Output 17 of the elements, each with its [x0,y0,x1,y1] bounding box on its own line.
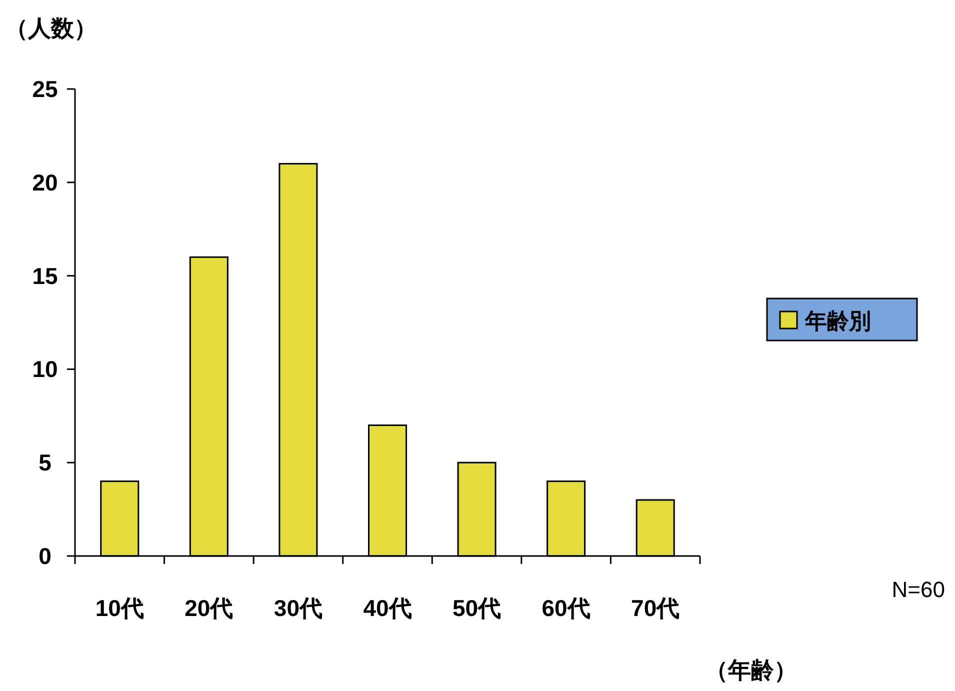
x-tick-label: 30代 [274,595,323,621]
x-tick-label: 50代 [452,595,502,621]
y-tick-label: 15 [32,262,58,289]
y-tick-label: 0 [38,543,52,569]
x-tick-label: 70代 [631,595,680,621]
text: N=60 [892,577,945,602]
y-tick-label: 25 [32,76,58,102]
x-axis-title: （年齢） [705,657,797,683]
y-tick-label: 5 [38,450,52,476]
x-tick-label: 40代 [363,595,412,621]
legend-label: 年齢別 [804,308,871,334]
y-axis-title: （人数） [5,15,97,41]
y-tick-label: 20 [32,169,58,196]
x-tick-label: 60代 [542,595,590,621]
x-tick-label: 10代 [95,595,144,621]
y-tick-label: 10 [32,356,58,382]
x-tick-label: 20代 [184,595,234,621]
